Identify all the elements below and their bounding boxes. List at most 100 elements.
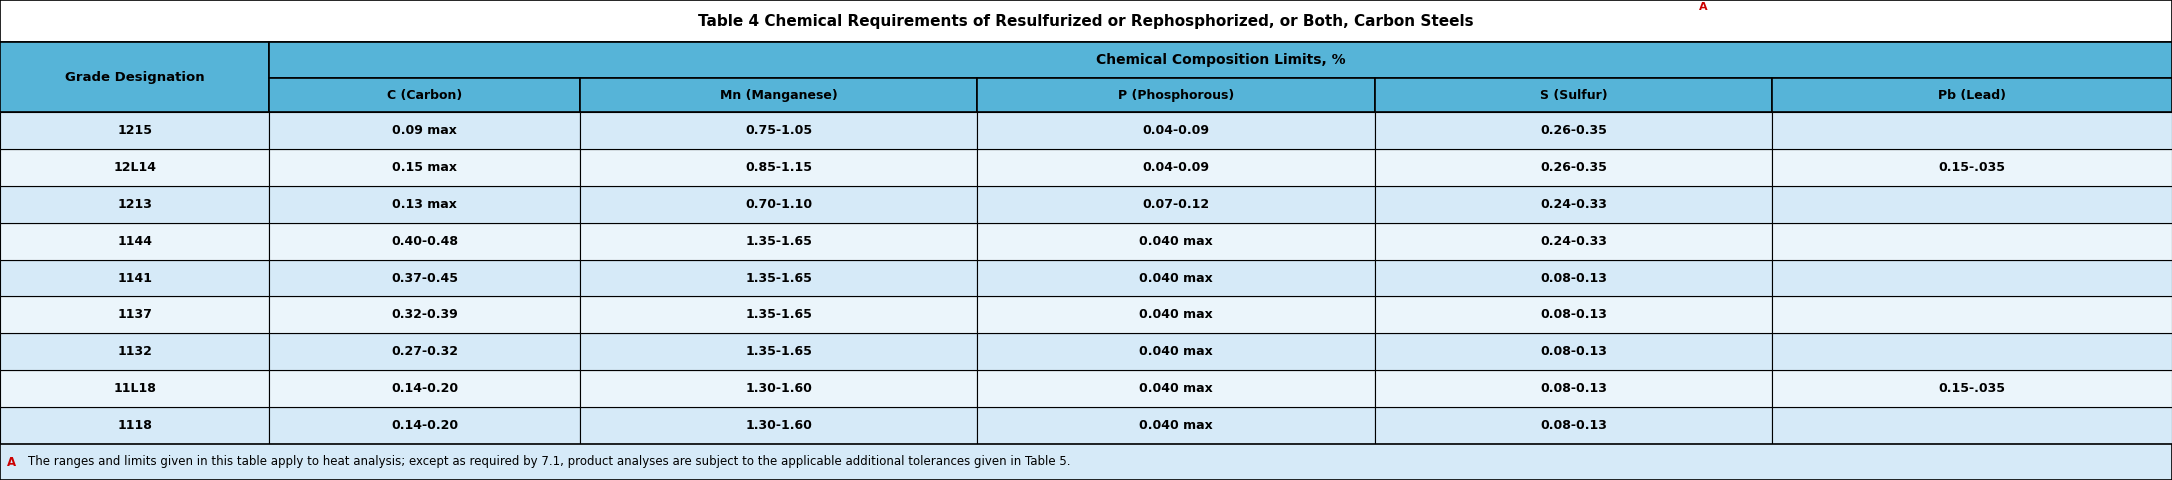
Bar <box>580 333 977 370</box>
Bar <box>0 42 269 112</box>
Text: 0.27-0.32: 0.27-0.32 <box>391 345 458 358</box>
Text: 0.09 max: 0.09 max <box>393 124 456 137</box>
Text: 1.30-1.60: 1.30-1.60 <box>745 382 812 395</box>
Bar <box>0 149 269 186</box>
Bar <box>1375 333 1772 370</box>
Text: 1.30-1.60: 1.30-1.60 <box>745 419 812 432</box>
Text: 0.26-0.35: 0.26-0.35 <box>1540 124 1607 137</box>
Bar <box>0 297 269 333</box>
Text: 1118: 1118 <box>117 419 152 432</box>
Bar <box>1772 112 2172 149</box>
Bar <box>0 186 269 223</box>
Text: 0.040 max: 0.040 max <box>1140 235 1212 248</box>
Text: 0.08-0.13: 0.08-0.13 <box>1540 419 1607 432</box>
Text: 0.24-0.33: 0.24-0.33 <box>1540 198 1607 211</box>
Bar <box>977 186 1375 223</box>
Bar <box>977 223 1375 260</box>
Text: 0.08-0.13: 0.08-0.13 <box>1540 382 1607 395</box>
Bar <box>269 407 580 444</box>
Bar <box>269 149 580 186</box>
Text: 0.08-0.13: 0.08-0.13 <box>1540 345 1607 358</box>
Text: Pb (Lead): Pb (Lead) <box>1937 88 2007 101</box>
Text: 1.35-1.65: 1.35-1.65 <box>745 272 812 285</box>
Bar <box>580 370 977 407</box>
Text: The ranges and limits given in this table apply to heat analysis; except as requ: The ranges and limits given in this tabl… <box>28 456 1071 468</box>
Bar <box>977 260 1375 297</box>
Bar <box>269 297 580 333</box>
Bar <box>269 186 580 223</box>
Text: 0.32-0.39: 0.32-0.39 <box>391 308 458 322</box>
Bar <box>0 444 2172 480</box>
Bar <box>580 149 977 186</box>
Bar <box>977 297 1375 333</box>
Bar <box>0 112 269 149</box>
Text: 0.040 max: 0.040 max <box>1140 308 1212 322</box>
Text: 0.14-0.20: 0.14-0.20 <box>391 382 458 395</box>
Bar <box>269 78 580 112</box>
Bar <box>977 407 1375 444</box>
Text: 0.70-1.10: 0.70-1.10 <box>745 198 812 211</box>
Text: 0.040 max: 0.040 max <box>1140 382 1212 395</box>
Text: 0.14-0.20: 0.14-0.20 <box>391 419 458 432</box>
Bar <box>269 333 580 370</box>
Bar <box>0 333 269 370</box>
Bar <box>580 260 977 297</box>
Bar <box>269 260 580 297</box>
Text: 1137: 1137 <box>117 308 152 322</box>
Bar <box>977 370 1375 407</box>
Bar <box>1375 260 1772 297</box>
Text: A: A <box>1699 2 1707 12</box>
Bar <box>1772 333 2172 370</box>
Text: 0.15-.035: 0.15-.035 <box>1940 382 2005 395</box>
Text: 1213: 1213 <box>117 198 152 211</box>
Bar <box>1375 149 1772 186</box>
Bar <box>977 149 1375 186</box>
Bar <box>1375 112 1772 149</box>
Text: 0.85-1.15: 0.85-1.15 <box>745 161 812 174</box>
Bar <box>1375 407 1772 444</box>
Text: 0.26-0.35: 0.26-0.35 <box>1540 161 1607 174</box>
Bar <box>1772 78 2172 112</box>
Text: C (Carbon): C (Carbon) <box>387 88 463 101</box>
Bar <box>977 78 1375 112</box>
Text: Table 4 Chemical Requirements of Resulfurized or Rephosphorized, or Both, Carbon: Table 4 Chemical Requirements of Resulfu… <box>697 13 1475 28</box>
Text: P (Phosphorous): P (Phosphorous) <box>1119 88 1234 101</box>
Text: 11L18: 11L18 <box>113 382 156 395</box>
Text: 0.04-0.09: 0.04-0.09 <box>1142 124 1210 137</box>
Text: 0.07-0.12: 0.07-0.12 <box>1142 198 1210 211</box>
Text: 0.13 max: 0.13 max <box>393 198 456 211</box>
Text: 1.35-1.65: 1.35-1.65 <box>745 345 812 358</box>
Bar <box>1772 370 2172 407</box>
Bar <box>1375 370 1772 407</box>
Text: 0.40-0.48: 0.40-0.48 <box>391 235 458 248</box>
Bar <box>977 112 1375 149</box>
Text: 1215: 1215 <box>117 124 152 137</box>
Text: 0.15-.035: 0.15-.035 <box>1940 161 2005 174</box>
Text: 0.040 max: 0.040 max <box>1140 419 1212 432</box>
Bar <box>1375 78 1772 112</box>
Text: Chemical Composition Limits, %: Chemical Composition Limits, % <box>1097 53 1344 67</box>
Bar <box>269 112 580 149</box>
Text: 1.35-1.65: 1.35-1.65 <box>745 308 812 322</box>
Bar <box>1772 186 2172 223</box>
Bar <box>0 260 269 297</box>
Bar <box>580 112 977 149</box>
Bar <box>269 370 580 407</box>
Bar <box>580 297 977 333</box>
Bar <box>1375 297 1772 333</box>
Text: 0.040 max: 0.040 max <box>1140 345 1212 358</box>
Bar <box>1772 223 2172 260</box>
Text: Mn (Manganese): Mn (Manganese) <box>719 88 838 101</box>
Bar <box>269 223 580 260</box>
Bar <box>269 42 2172 78</box>
Bar <box>1772 407 2172 444</box>
Bar <box>0 0 2172 42</box>
Text: 0.75-1.05: 0.75-1.05 <box>745 124 812 137</box>
Text: 1132: 1132 <box>117 345 152 358</box>
Text: 0.15 max: 0.15 max <box>393 161 456 174</box>
Text: 0.08-0.13: 0.08-0.13 <box>1540 272 1607 285</box>
Bar <box>580 186 977 223</box>
Bar <box>1772 149 2172 186</box>
Bar <box>1772 297 2172 333</box>
Text: 1.35-1.65: 1.35-1.65 <box>745 235 812 248</box>
